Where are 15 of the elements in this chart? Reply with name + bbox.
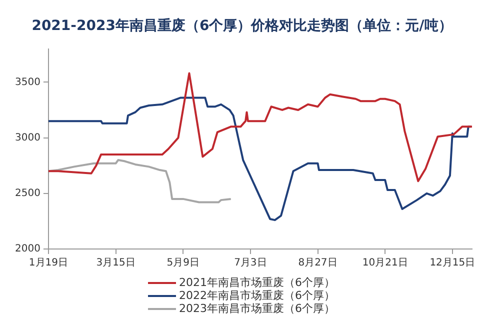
y-tick-label: 2000 — [14, 244, 40, 255]
x-tick-label: 8月27日 — [298, 258, 338, 269]
y-tick-label: 3500 — [14, 76, 40, 88]
x-tick-label: 3月15日 — [96, 258, 136, 269]
x-tick-label: 1月19日 — [28, 258, 68, 269]
x-tick-label: 12月15日 — [430, 258, 476, 269]
x-tick-label: 7月3日 — [234, 258, 267, 269]
chart-title: 2021-2023年南昌重废（6个厚）价格对比走势图（单位：元/吨） — [32, 17, 452, 34]
x-tick-label: 5月9日 — [166, 258, 200, 269]
y-tick-label: 3000 — [14, 132, 40, 144]
legend-label: 2021年南昌市场重废（6个厚） — [179, 276, 335, 289]
legend-label: 2023年南昌市场重废（6个厚） — [179, 302, 335, 315]
legend-label: 2022年南昌市场重废（6个厚） — [179, 289, 335, 302]
y-tick-label: 2500 — [14, 188, 40, 199]
x-tick-label: 10月21日 — [362, 258, 408, 269]
